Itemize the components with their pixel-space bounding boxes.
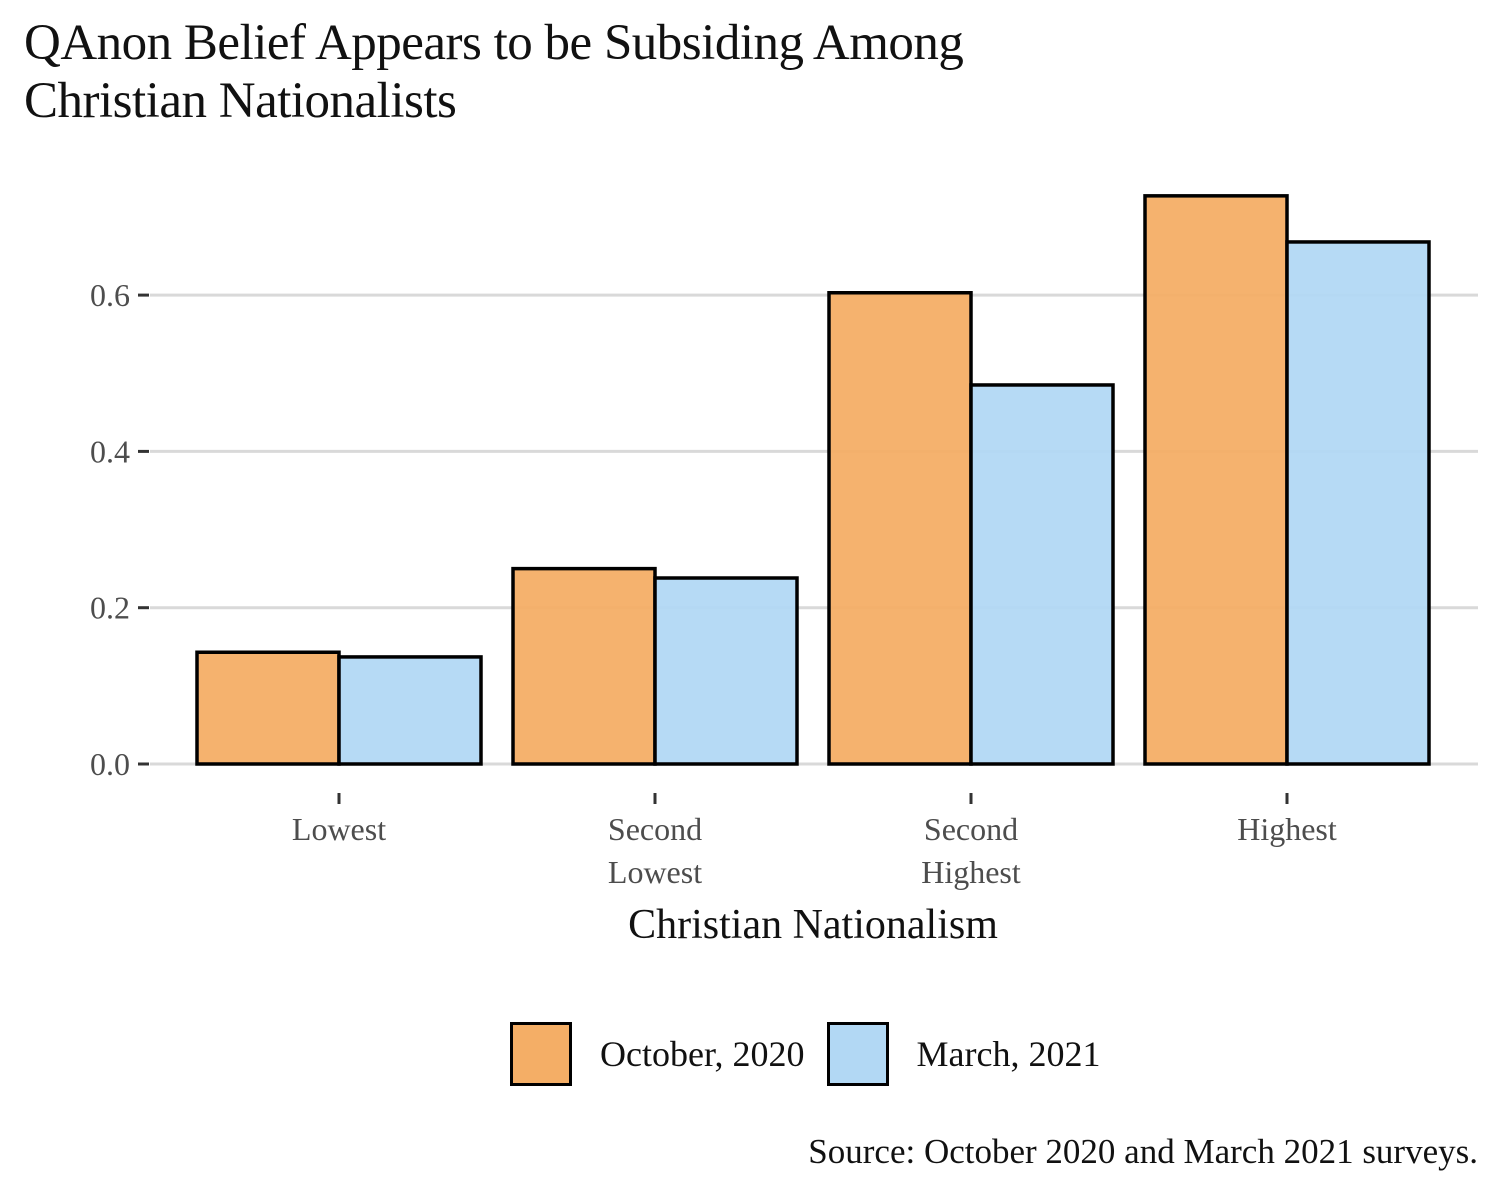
y-axis: 0.0 0.2 0.4 0.6 — [90, 277, 149, 782]
y-tick-label: 0.4 — [90, 433, 130, 469]
bar-march-2021-second-highest — [969, 383, 1115, 766]
x-tick-label: Second — [924, 811, 1018, 847]
x-tick-label: Highest — [921, 854, 1021, 890]
bar-october-2020-second-lowest — [511, 566, 657, 766]
x-tick-label: Lowest — [608, 854, 702, 890]
chart-title-line-2: Christian Nationalists — [24, 73, 457, 129]
x-tick-label: Second — [608, 811, 702, 847]
x-axis-title: Christian Nationalism — [628, 902, 998, 948]
legend-item-october-2020: October, 2020 — [510, 1022, 805, 1086]
legend-item-march-2021: March, 2021 — [826, 1022, 1101, 1086]
bar-march-2021-lowest — [337, 655, 483, 766]
x-axis: Lowest Second Lowest Second Highest Highest — [292, 793, 1337, 890]
legend: October, 2020 March, 2021 — [510, 1022, 1122, 1086]
bar-october-2020-highest — [1143, 194, 1289, 766]
bar-march-2021-highest — [1285, 240, 1431, 766]
y-tick-label: 0.6 — [90, 277, 130, 313]
chart-title-line-1: QAnon Belief Appears to be Subsiding Amo… — [24, 15, 964, 71]
y-tick-label: 0.2 — [90, 590, 130, 626]
chart-title: QAnon Belief Appears to be Subsiding Amo… — [24, 14, 964, 130]
bar-march-2021-second-lowest — [653, 576, 799, 766]
bar-october-2020-second-highest — [827, 291, 973, 766]
legend-label-october-2020: October, 2020 — [600, 1034, 805, 1074]
x-tick-label: Lowest — [292, 811, 386, 847]
bars — [195, 194, 1431, 766]
x-tick-label: Highest — [1237, 811, 1337, 847]
y-tick-label: 0.0 — [90, 746, 130, 782]
legend-swatch-march-2021 — [826, 1022, 889, 1086]
source-caption: Source: October 2020 and March 2021 surv… — [808, 1132, 1478, 1171]
bar-october-2020-lowest — [195, 650, 341, 766]
legend-label-march-2021: March, 2021 — [916, 1034, 1101, 1074]
legend-swatch-october-2020 — [510, 1022, 572, 1086]
